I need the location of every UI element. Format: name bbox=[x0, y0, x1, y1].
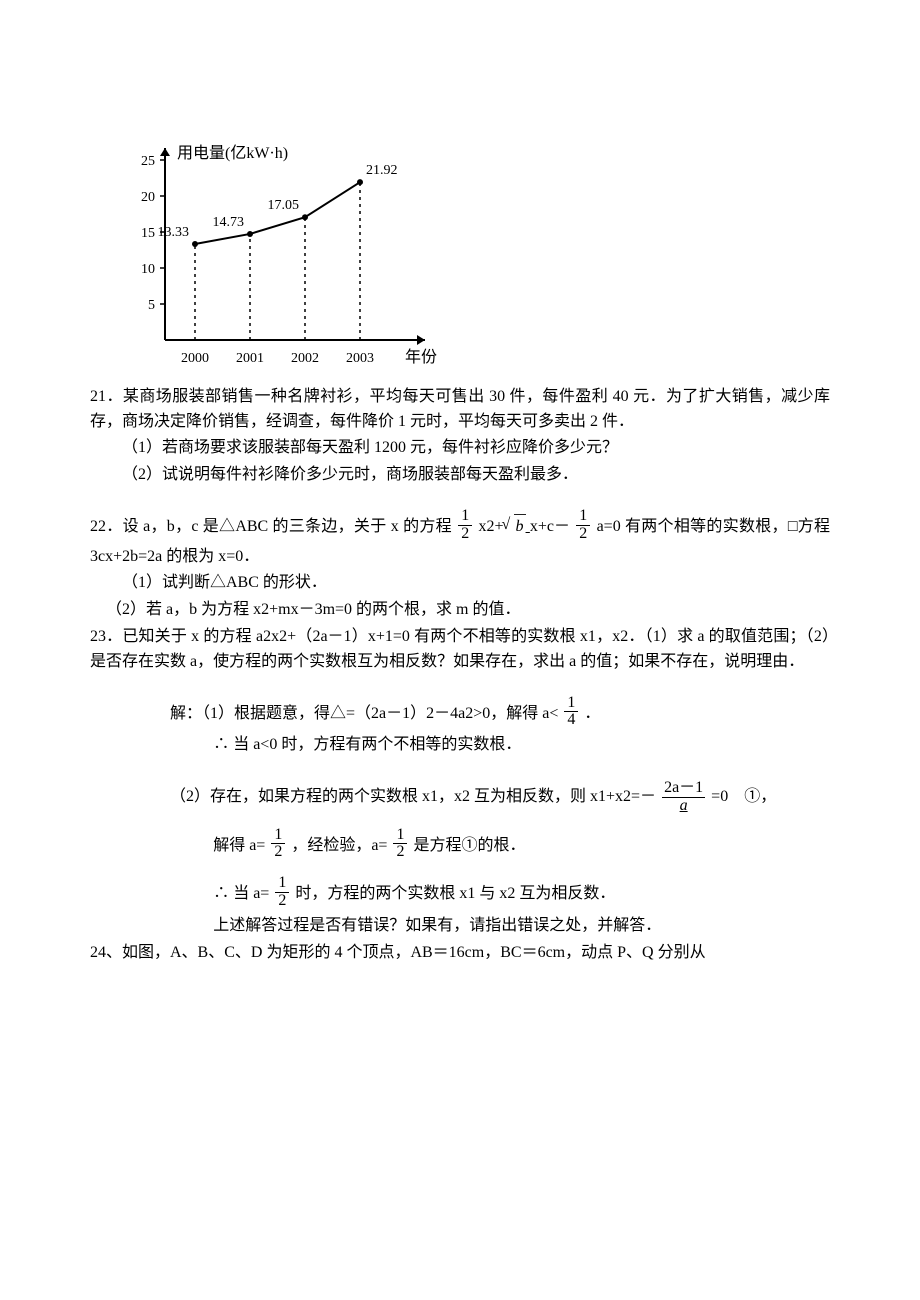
q22-head-a: 22．设 a，b，c 是△ABC 的三条边，关于 x 的方程 bbox=[90, 518, 452, 535]
q23-sol1: 解：（1）根据题意，得△=（2a－1）2－4a2>0，解得 a< 1 4 ． bbox=[90, 697, 830, 732]
q23-sol5: 上述解答过程是否有错误？如果有，请指出错误之处，并解答． bbox=[90, 914, 830, 939]
svg-text:2003: 2003 bbox=[346, 351, 374, 366]
fraction-2a-1-over-a: 2a－1 a bbox=[662, 780, 705, 815]
svg-text:2002: 2002 bbox=[291, 351, 319, 366]
q22-head-c: x+c－ bbox=[530, 518, 570, 535]
svg-text:5: 5 bbox=[148, 298, 155, 313]
electricity-chart: 5 10 15 20 25 用电量(亿kW·h) 年份 2000 13.33 2001 14.73 2… bbox=[110, 130, 830, 379]
svg-text:2000: 2000 bbox=[181, 351, 209, 366]
q22-p1: （1）试判断△ABC 的形状． bbox=[90, 571, 830, 596]
q23-sol4: ∴ 当 a= 1 2 时，方程的两个实数根 x1 与 x2 互为相反数． bbox=[90, 877, 830, 912]
svg-text:年份: 年份 bbox=[405, 348, 437, 366]
svg-text:15: 15 bbox=[141, 226, 155, 241]
q22-head: 22．设 a，b，c 是△ABC 的三条边，关于 x 的方程 1 2 x2+b … bbox=[90, 510, 830, 569]
fraction-half-4: 1 2 bbox=[393, 827, 407, 862]
svg-text:用电量(亿kW·h): 用电量(亿kW·h) bbox=[177, 144, 288, 162]
page: 5 10 15 20 25 用电量(亿kW·h) 年份 2000 13.33 2001 14.73 2… bbox=[0, 0, 920, 1025]
fraction-half-1: 1 2 bbox=[458, 508, 472, 543]
q23-sol2: （2）存在，如果方程的两个实数根 x1，x2 互为相反数，则 x1+x2=－ 2… bbox=[90, 780, 830, 815]
svg-text:14.73: 14.73 bbox=[213, 215, 245, 230]
q23-sol3: 解得 a= 1 2 ，经检验，a= 1 2 是方程①的根． bbox=[90, 829, 830, 864]
q22-head-b: x2+ bbox=[479, 518, 504, 535]
svg-text:25: 25 bbox=[141, 154, 155, 169]
svg-text:2001: 2001 bbox=[236, 351, 264, 366]
q21-head: 21．某商场服装部销售一种名牌衬衫，平均每天可售出 30 件，每件盈利 40 元… bbox=[90, 385, 830, 435]
fraction-half-5: 1 2 bbox=[275, 875, 289, 910]
q21-p1: （1）若商场要求该服装部每天盈利 1200 元，每件衬衫应降价多少元？ bbox=[90, 436, 830, 461]
fraction-half-2: 1 2 bbox=[576, 508, 590, 543]
q23-sol1c: ∴ 当 a<0 时，方程有两个不相等的实数根． bbox=[90, 733, 830, 758]
chart-svg: 5 10 15 20 25 用电量(亿kW·h) 年份 2000 13.33 2001 14.73 2… bbox=[110, 130, 450, 370]
svg-text:21.92: 21.92 bbox=[366, 163, 398, 178]
svg-text:13.33: 13.33 bbox=[158, 225, 190, 240]
fraction-quarter: 1 4 bbox=[564, 695, 578, 730]
q24-head: 24、如图，A、B、C、D 为矩形的 4 个顶点，AB＝16cm，BC＝6cm，… bbox=[90, 941, 830, 966]
svg-text:17.05: 17.05 bbox=[268, 198, 300, 213]
q23-head: 23．已知关于 x 的方程 a2x2+（2a－1）x+1=0 有两个不相等的实数… bbox=[90, 625, 830, 675]
sqrt-b: b bbox=[504, 518, 530, 535]
q22-p2: （2）若 a，b 为方程 x2+mx－3m=0 的两个根，求 m 的值． bbox=[90, 598, 830, 623]
q21-p2: （2）试说明每件衬衫降价多少元时，商场服装部每天盈利最多． bbox=[90, 463, 830, 488]
fraction-half-3: 1 2 bbox=[271, 827, 285, 862]
svg-text:20: 20 bbox=[141, 190, 155, 205]
svg-text:10: 10 bbox=[141, 262, 155, 277]
